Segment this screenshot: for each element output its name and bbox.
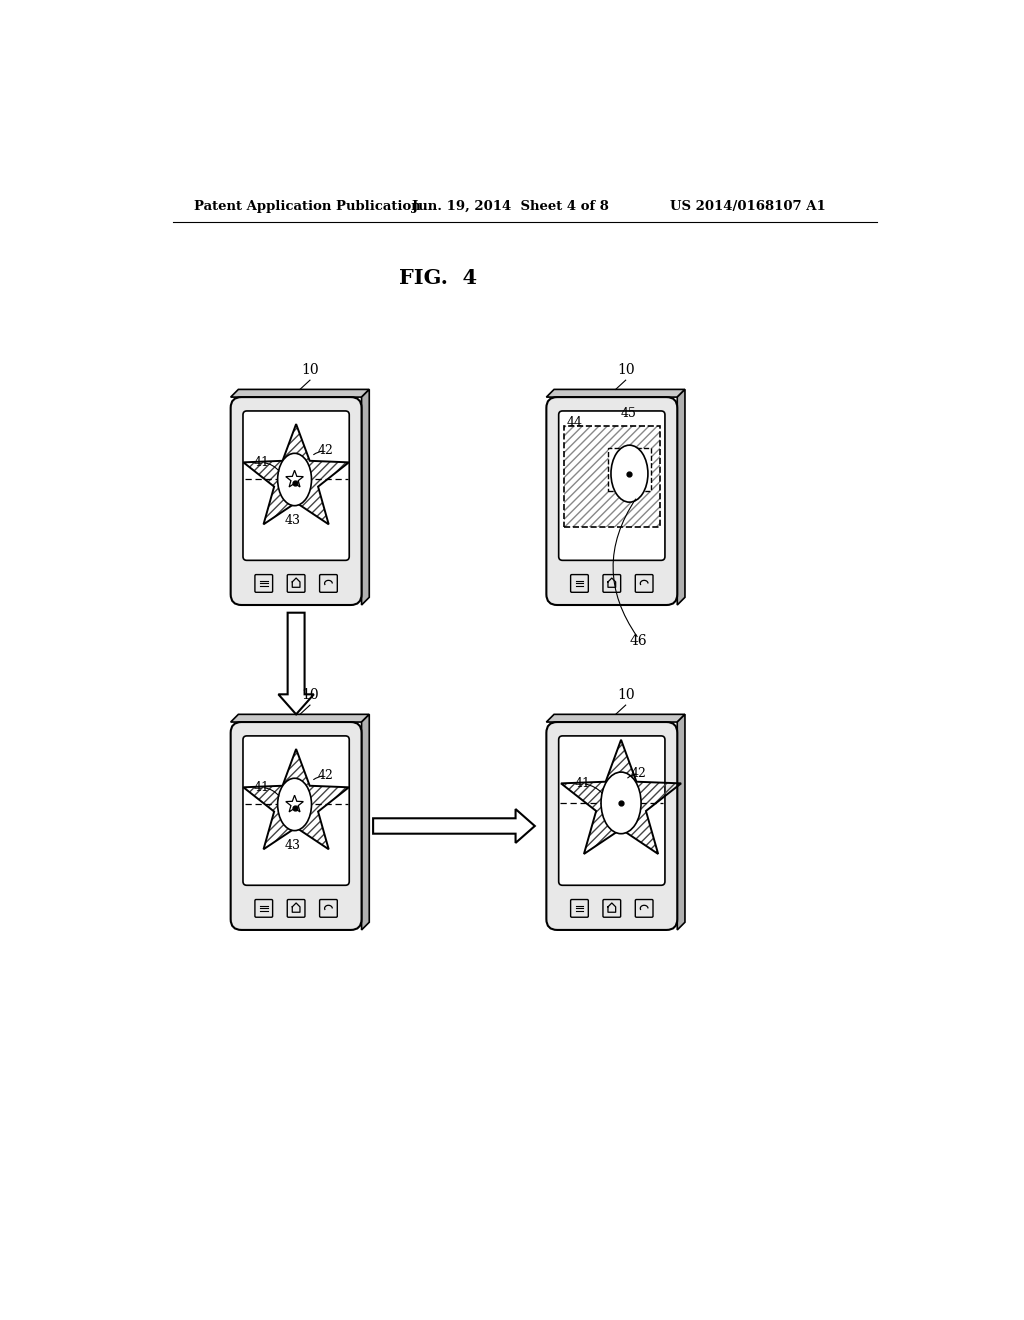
Text: 41: 41 bbox=[574, 777, 591, 791]
Bar bbox=[608, 447, 651, 491]
FancyBboxPatch shape bbox=[319, 899, 337, 917]
FancyBboxPatch shape bbox=[230, 722, 361, 929]
FancyBboxPatch shape bbox=[547, 397, 677, 605]
Polygon shape bbox=[230, 714, 370, 722]
Text: 44: 44 bbox=[566, 416, 583, 429]
Polygon shape bbox=[677, 389, 685, 605]
FancyBboxPatch shape bbox=[319, 574, 337, 593]
FancyBboxPatch shape bbox=[603, 574, 621, 593]
FancyBboxPatch shape bbox=[603, 899, 621, 917]
FancyBboxPatch shape bbox=[288, 899, 305, 917]
Text: 41: 41 bbox=[254, 781, 269, 795]
Text: 45: 45 bbox=[621, 407, 637, 420]
Text: US 2014/0168107 A1: US 2014/0168107 A1 bbox=[670, 199, 825, 213]
Polygon shape bbox=[279, 612, 313, 714]
Text: 10: 10 bbox=[301, 688, 318, 702]
FancyBboxPatch shape bbox=[559, 737, 665, 886]
Polygon shape bbox=[547, 389, 685, 397]
Text: 10: 10 bbox=[616, 363, 635, 378]
Bar bbox=[564, 426, 659, 528]
Text: FIG.  4: FIG. 4 bbox=[399, 268, 477, 288]
FancyBboxPatch shape bbox=[635, 899, 653, 917]
Polygon shape bbox=[361, 714, 370, 929]
Text: 43: 43 bbox=[285, 840, 300, 853]
Ellipse shape bbox=[611, 445, 648, 502]
FancyBboxPatch shape bbox=[243, 737, 349, 886]
Ellipse shape bbox=[278, 779, 311, 830]
FancyBboxPatch shape bbox=[570, 899, 589, 917]
Text: 10: 10 bbox=[301, 363, 318, 378]
FancyBboxPatch shape bbox=[559, 411, 665, 561]
Text: 10: 10 bbox=[616, 688, 635, 702]
FancyBboxPatch shape bbox=[635, 574, 653, 593]
Ellipse shape bbox=[278, 453, 311, 506]
Polygon shape bbox=[373, 809, 535, 843]
Ellipse shape bbox=[601, 772, 641, 834]
FancyBboxPatch shape bbox=[255, 574, 272, 593]
Text: 46: 46 bbox=[630, 634, 647, 648]
Text: 42: 42 bbox=[317, 770, 333, 783]
Text: 41: 41 bbox=[254, 455, 269, 469]
FancyBboxPatch shape bbox=[243, 411, 349, 561]
Text: 43: 43 bbox=[285, 515, 300, 527]
Polygon shape bbox=[361, 389, 370, 605]
Text: 42: 42 bbox=[317, 445, 333, 458]
FancyBboxPatch shape bbox=[255, 899, 272, 917]
Bar bbox=[564, 426, 659, 528]
FancyBboxPatch shape bbox=[570, 574, 589, 593]
Text: 42: 42 bbox=[631, 767, 647, 780]
FancyBboxPatch shape bbox=[547, 722, 677, 929]
Polygon shape bbox=[230, 389, 370, 397]
Text: Patent Application Publication: Patent Application Publication bbox=[195, 199, 421, 213]
FancyBboxPatch shape bbox=[288, 574, 305, 593]
Polygon shape bbox=[677, 714, 685, 929]
Polygon shape bbox=[547, 714, 685, 722]
FancyBboxPatch shape bbox=[230, 397, 361, 605]
Text: Jun. 19, 2014  Sheet 4 of 8: Jun. 19, 2014 Sheet 4 of 8 bbox=[412, 199, 608, 213]
